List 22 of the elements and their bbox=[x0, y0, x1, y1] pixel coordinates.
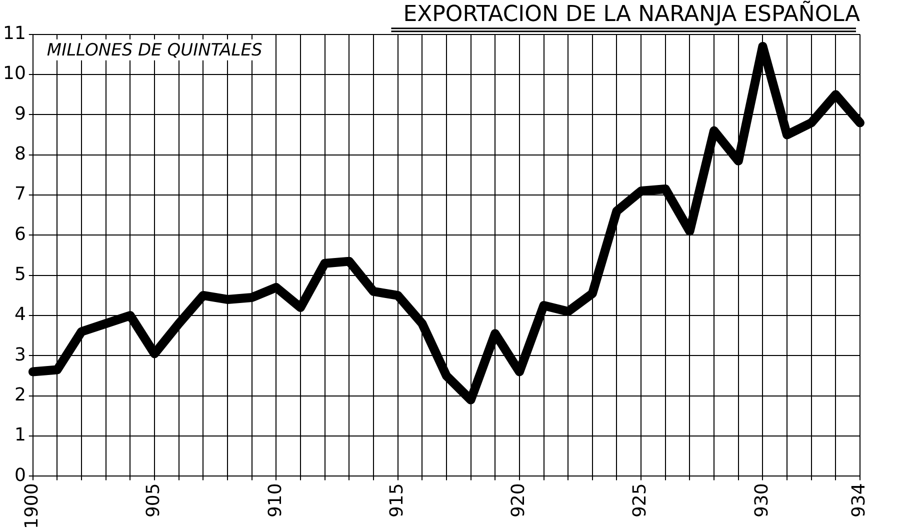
y-tick-label: 7 bbox=[14, 184, 26, 205]
x-tick-label: 910 bbox=[264, 483, 286, 518]
y-tick-label: 2 bbox=[14, 384, 26, 406]
x-tick-label: 920 bbox=[508, 483, 530, 518]
x-tick-label: 925 bbox=[630, 483, 651, 518]
y-tick-label: 3 bbox=[14, 344, 26, 366]
x-tick-label: 934 bbox=[848, 483, 870, 518]
y-tick-label: 9 bbox=[14, 103, 26, 124]
x-tick-label: 930 bbox=[751, 483, 772, 518]
y-tick-label: 4 bbox=[14, 304, 26, 326]
x-tick-label: 905 bbox=[143, 483, 164, 518]
y-tick-label: 11 bbox=[3, 23, 26, 44]
chart-title: EXPORTACION DE LA NARANJA ESPAÑOLA bbox=[403, 0, 860, 27]
annotation: MILLONES DE QUINTALES bbox=[46, 40, 262, 60]
y-tick-label: 0 bbox=[14, 464, 26, 486]
y-tick-label: 10 bbox=[3, 63, 26, 84]
y-tick-label: 1 bbox=[14, 424, 26, 446]
x-tick-label: 915 bbox=[386, 483, 408, 518]
y-tick-label: 6 bbox=[14, 224, 26, 245]
y-tick-label: 5 bbox=[14, 264, 26, 286]
x-tick-label: 1900 bbox=[22, 483, 43, 530]
y-tick-label: 8 bbox=[14, 144, 26, 165]
